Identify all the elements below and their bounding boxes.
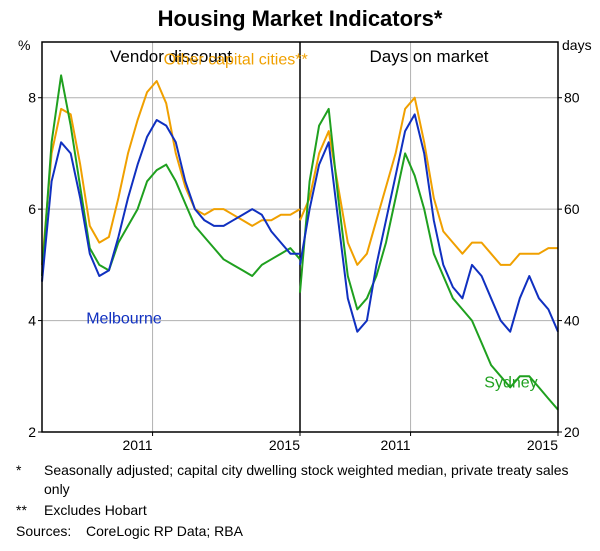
svg-text:days: days <box>562 37 592 53</box>
svg-text:2011: 2011 <box>380 437 410 453</box>
sources-text: CoreLogic RP Data; RBA <box>86 522 243 541</box>
svg-text:40: 40 <box>564 313 580 329</box>
sources-label: Sources: <box>16 522 86 541</box>
svg-text:2015: 2015 <box>527 437 558 453</box>
svg-text:6: 6 <box>28 201 36 217</box>
svg-text:80: 80 <box>564 90 580 106</box>
chart-area: 246820406080%days2011201520112015Vendor … <box>0 32 600 460</box>
svg-text:Sydney: Sydney <box>484 374 537 391</box>
svg-text:Days on market: Days on market <box>369 47 488 66</box>
footnotes: * Seasonally adjusted; capital city dwel… <box>16 461 576 543</box>
svg-text:4: 4 <box>28 313 36 329</box>
svg-text:20: 20 <box>564 424 580 440</box>
svg-text:Other capital cities**: Other capital cities** <box>164 51 308 68</box>
footnote1-text: Seasonally adjusted; capital city dwelli… <box>44 461 576 499</box>
svg-text:2015: 2015 <box>269 437 300 453</box>
svg-text:8: 8 <box>28 90 36 106</box>
svg-text:60: 60 <box>564 201 580 217</box>
footnote1-marker: * <box>16 461 44 499</box>
svg-text:%: % <box>18 37 30 53</box>
svg-text:2011: 2011 <box>122 437 152 453</box>
svg-text:2: 2 <box>28 424 36 440</box>
svg-text:Melbourne: Melbourne <box>86 310 162 327</box>
footnote2-marker: ** <box>16 501 44 520</box>
chart-title: Housing Market Indicators* <box>0 0 600 32</box>
footnote2-text: Excludes Hobart <box>44 501 147 520</box>
